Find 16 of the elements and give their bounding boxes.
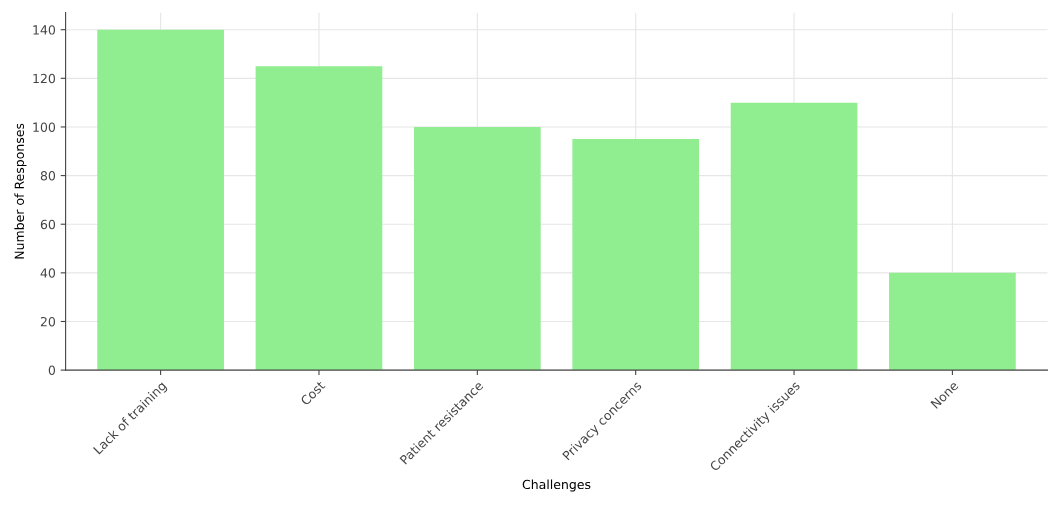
y-tick-label: 100 <box>33 122 56 132</box>
bar <box>255 66 383 371</box>
bar <box>889 272 1016 371</box>
bar <box>730 102 858 371</box>
y-tick-label: 140 <box>33 25 56 35</box>
y-tick-label: 0 <box>48 365 56 376</box>
bar <box>413 126 541 371</box>
x-axis-title: Challenges <box>522 479 591 492</box>
y-tick-label: 60 <box>40 219 56 230</box>
y-tick-label: 40 <box>40 268 56 278</box>
y-tick-label: 120 <box>33 73 56 84</box>
y-tick-label: 80 <box>40 171 56 181</box>
bar <box>572 139 700 371</box>
y-tick-label: 20 <box>40 316 56 327</box>
bar <box>97 29 224 371</box>
y-axis-title: Number of Responses <box>14 123 27 259</box>
